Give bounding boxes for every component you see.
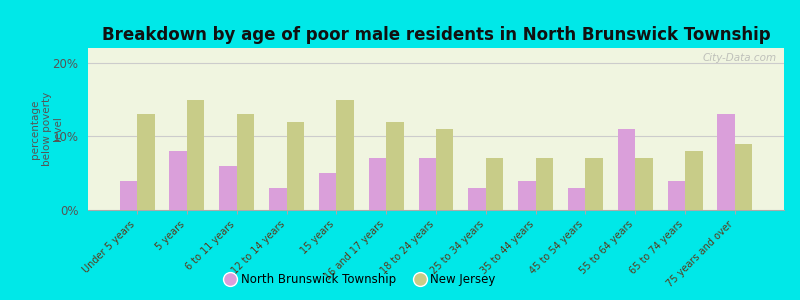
Title: Breakdown by age of poor male residents in North Brunswick Township: Breakdown by age of poor male residents … — [102, 26, 770, 44]
Bar — [418, 158, 436, 210]
Bar — [586, 158, 603, 210]
Bar — [237, 114, 254, 210]
Bar — [635, 158, 653, 210]
Bar — [668, 181, 685, 210]
Bar — [120, 181, 137, 210]
Text: City-Data.com: City-Data.com — [703, 53, 777, 63]
Bar — [468, 188, 486, 210]
Y-axis label: percentage
below poverty
level: percentage below poverty level — [30, 92, 63, 166]
Bar — [735, 144, 752, 210]
Bar — [219, 166, 237, 210]
Bar — [137, 114, 154, 210]
Bar — [187, 100, 204, 210]
Bar — [436, 129, 454, 210]
Bar — [269, 188, 286, 210]
Bar — [486, 158, 503, 210]
Bar — [170, 151, 187, 210]
Bar — [536, 158, 553, 210]
Bar — [718, 114, 735, 210]
Bar — [685, 151, 702, 210]
Bar — [386, 122, 404, 210]
Bar — [568, 188, 586, 210]
Bar — [319, 173, 336, 210]
Bar — [336, 100, 354, 210]
Bar — [286, 122, 304, 210]
Bar — [518, 181, 536, 210]
Legend: North Brunswick Township, New Jersey: North Brunswick Township, New Jersey — [220, 269, 500, 291]
Bar — [618, 129, 635, 210]
Bar — [369, 158, 386, 210]
